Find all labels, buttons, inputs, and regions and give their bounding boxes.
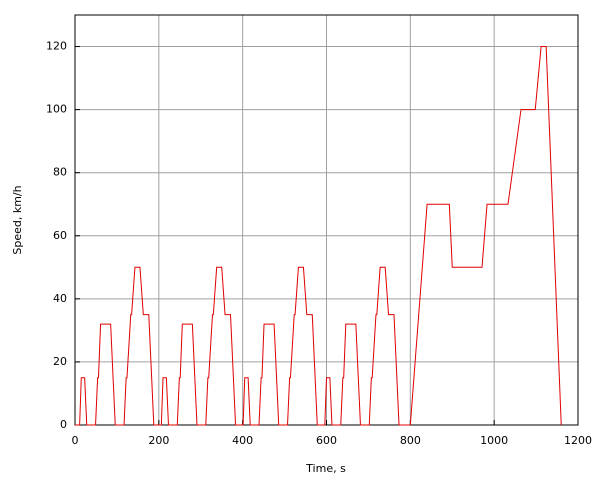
x-tick-label: 1200	[564, 434, 592, 447]
y-tick-label: 80	[53, 166, 67, 179]
y-tick-label: 0	[60, 418, 67, 431]
x-axis-label: Time, s	[305, 462, 346, 475]
y-tick-label: 100	[46, 103, 67, 116]
plot-frame	[74, 14, 579, 426]
x-tick-label: 800	[400, 434, 421, 447]
x-tick-label: 400	[232, 434, 253, 447]
x-tick-label: 600	[316, 434, 337, 447]
speed-line	[75, 46, 562, 426]
y-tick-label: 40	[53, 292, 67, 305]
y-axis-label: Speed, km/h	[11, 185, 24, 254]
x-tick-label: 0	[72, 434, 79, 447]
y-tick-label: 60	[53, 229, 67, 242]
y-tick-label: 20	[53, 355, 67, 368]
x-tick-label: 1000	[480, 434, 508, 447]
y-tick-label: 120	[46, 40, 67, 53]
x-tick-label: 200	[148, 434, 169, 447]
